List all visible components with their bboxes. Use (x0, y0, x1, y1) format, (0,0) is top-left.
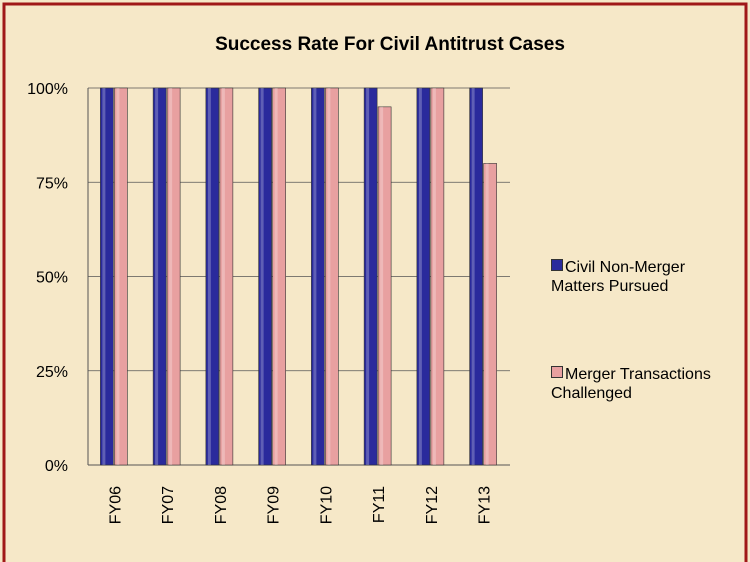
bar-highlight (418, 88, 422, 465)
x-tick-label: FY10 (318, 486, 335, 524)
x-tick-label: FY06 (107, 486, 124, 524)
x-tick-label: FY07 (160, 486, 177, 524)
bar (416, 87, 431, 466)
y-tick-label: 0% (45, 458, 68, 475)
x-tick-label: FY11 (371, 486, 388, 523)
y-tick-label: 100% (27, 81, 68, 98)
y-tick-label: 25% (36, 364, 68, 381)
bar-highlight (207, 88, 211, 465)
bar-highlight (485, 163, 489, 465)
bar (311, 87, 325, 466)
bar-highlight (274, 88, 278, 465)
bar (430, 87, 445, 466)
bar (258, 87, 272, 466)
bar (377, 106, 392, 466)
x-tick-label: FY13 (477, 486, 494, 524)
x-tick-label: FY08 (213, 486, 230, 524)
legend-item: Merger Transactions Challenged (551, 365, 721, 403)
y-tick-label: 75% (36, 175, 68, 192)
chart-title: Success Rate For Civil Antitrust Cases (215, 34, 565, 55)
x-tick-label: FY09 (266, 486, 283, 524)
bar (152, 87, 167, 466)
bar (114, 87, 128, 466)
bar-highlight (471, 88, 475, 465)
x-tick-label: FY12 (424, 486, 441, 524)
bar (166, 87, 181, 466)
bar (483, 163, 497, 466)
bar (325, 87, 339, 466)
legend-label: Merger Transactions Challenged (551, 366, 711, 402)
legend-label: Civil Non-Merger Matters Pursued (551, 259, 686, 295)
bar-highlight (155, 88, 159, 465)
bar (205, 87, 220, 466)
y-tick-label: 50% (36, 270, 68, 287)
legend-swatch (551, 366, 563, 378)
bar-highlight (169, 88, 173, 465)
legend-swatch (551, 259, 563, 271)
legend-item: Civil Non-Merger Matters Pursued (551, 258, 721, 296)
bar-highlight (380, 106, 384, 465)
bar-highlight (221, 88, 225, 465)
bar-highlight (260, 88, 264, 465)
bar (469, 87, 483, 466)
bar-highlight (102, 88, 106, 465)
bar-highlight (327, 88, 331, 465)
bar-highlight (313, 88, 317, 465)
bar (363, 87, 378, 466)
bar-highlight (116, 88, 120, 465)
bar-highlight (432, 88, 436, 465)
bar (100, 87, 114, 466)
bar-highlight (366, 88, 370, 465)
bar (272, 87, 286, 466)
bar (219, 87, 234, 466)
